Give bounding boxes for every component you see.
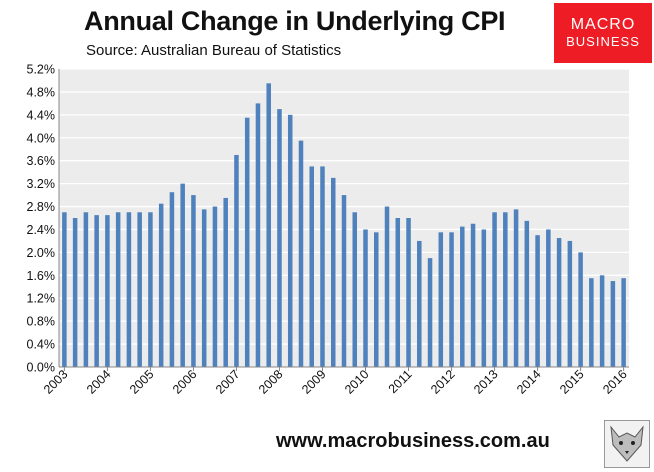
bar	[191, 195, 196, 367]
bar	[277, 109, 282, 367]
fox-icon	[604, 420, 650, 468]
bar	[589, 278, 594, 367]
y-tick-label: 5.2%	[27, 63, 56, 77]
y-tick-label: 2.8%	[27, 200, 56, 214]
logo-line-2: BUSINESS	[566, 34, 640, 49]
y-tick-label: 0.0%	[27, 361, 56, 375]
bars	[62, 83, 626, 368]
bar	[556, 238, 562, 367]
bar	[621, 278, 626, 367]
bar	[470, 223, 476, 367]
y-tick-label: 4.0%	[27, 131, 56, 145]
chart-subtitle: Source: Australian Bureau of Statistics	[86, 42, 342, 59]
bar	[438, 232, 444, 367]
bar	[137, 212, 142, 367]
y-tick-label: 2.4%	[27, 223, 56, 237]
x-tick-label: 2009	[299, 367, 329, 397]
y-tick-label: 3.2%	[27, 177, 56, 191]
bar	[492, 212, 497, 367]
bar	[481, 229, 487, 367]
x-tick-label: 2005	[127, 367, 157, 397]
chart-title: Annual Change in Underlying CPI	[84, 6, 506, 36]
bar	[417, 240, 422, 367]
bar	[105, 215, 110, 367]
bar	[374, 232, 379, 367]
bar	[352, 212, 358, 367]
bar	[72, 218, 78, 367]
bar	[298, 140, 304, 367]
x-tick-label: 2014	[514, 367, 544, 397]
bar	[567, 240, 573, 367]
bar	[449, 232, 454, 367]
bar	[503, 212, 508, 367]
y-axis: 0.0% 0.4% 0.8% 1.2% 1.6% 2.0% 2.4% 2.8% 3.2% 3.6%…	[27, 63, 56, 375]
bar	[309, 166, 314, 367]
x-tick-label: 2015	[557, 367, 587, 397]
macro-business-logo: MACRO BUSINESS	[554, 3, 652, 63]
x-tick-label: 2016	[600, 367, 630, 397]
x-tick-label: 2012	[428, 367, 458, 397]
x-tick-label: 2010	[342, 367, 372, 397]
bar	[148, 212, 153, 367]
y-tick-label: 4.4%	[27, 108, 56, 122]
bar	[578, 252, 583, 367]
y-tick-label: 2.0%	[27, 246, 56, 260]
bar	[599, 275, 605, 367]
bar	[83, 212, 89, 367]
x-tick-label: 2008	[256, 367, 286, 397]
bar	[535, 235, 540, 367]
bar	[223, 197, 228, 367]
bar	[363, 229, 368, 367]
bar	[513, 209, 519, 367]
bar	[406, 218, 411, 367]
bar	[384, 206, 390, 367]
logo-line-1: MACRO	[570, 16, 636, 33]
x-tick-label: 2013	[471, 367, 501, 397]
bar	[460, 226, 465, 367]
y-tick-label: 0.8%	[27, 315, 56, 329]
x-tick-label: 2006	[170, 367, 200, 397]
bar	[341, 195, 347, 367]
bar	[62, 212, 67, 367]
x-tick-label: 2007	[213, 367, 243, 397]
bar	[546, 229, 551, 367]
bar	[94, 215, 99, 367]
bar	[158, 203, 164, 367]
y-tick-label: 1.6%	[27, 269, 56, 283]
footer-url: www.macrobusiness.com.au	[276, 430, 550, 452]
bar	[255, 103, 261, 367]
y-tick-label: 1.2%	[27, 292, 56, 306]
bar	[180, 183, 185, 367]
bar	[115, 212, 121, 367]
bar	[395, 218, 401, 367]
bar	[287, 114, 293, 367]
bar	[244, 117, 250, 367]
bar	[169, 192, 175, 367]
bar	[524, 220, 530, 367]
bar	[610, 281, 616, 367]
bar	[320, 166, 325, 367]
bar	[212, 206, 218, 367]
bar	[126, 212, 132, 367]
bar	[234, 154, 239, 367]
y-tick-label: 0.4%	[27, 338, 56, 352]
y-tick-label: 4.8%	[27, 85, 56, 99]
x-tick-label: 2011	[386, 367, 415, 396]
bar	[266, 83, 271, 368]
bar	[201, 209, 207, 367]
bar	[330, 177, 336, 367]
y-tick-label: 3.6%	[27, 154, 56, 168]
x-tick-label: 2004	[84, 367, 114, 397]
bar	[427, 258, 433, 367]
